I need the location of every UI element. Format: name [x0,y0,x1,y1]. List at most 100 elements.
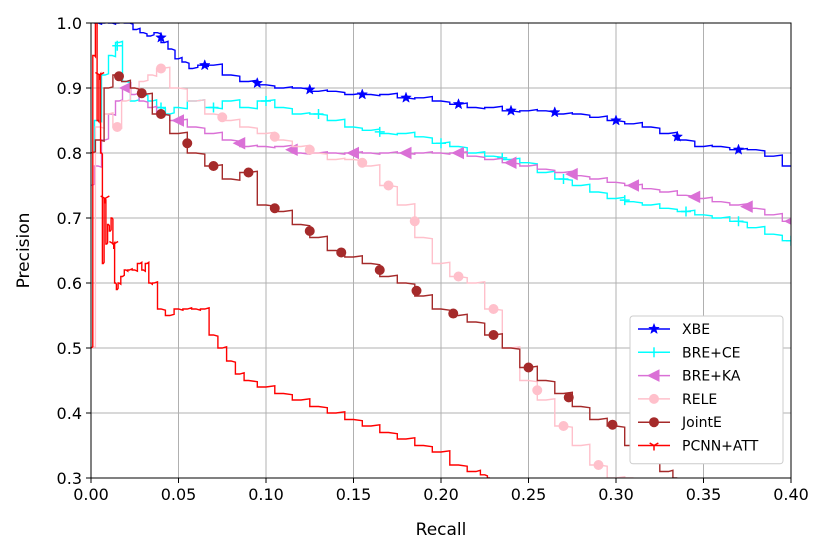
data-point-marker [336,247,347,258]
data-point-marker [243,167,254,178]
data-point-marker [488,330,499,340]
series-jointe [91,71,678,478]
legend-marker [649,347,659,358]
series-line [91,40,791,242]
data-point-marker [156,109,166,119]
legend-label: JointE [681,415,722,431]
data-point-marker [451,146,464,160]
data-point-marker [740,200,753,213]
legend-label: RELE [682,392,717,408]
data-point-marker [619,195,630,206]
data-point-marker [346,146,359,160]
legend-marker [649,417,659,428]
x-tick-label: 0.00 [73,485,109,504]
y-axis-title: Precision [14,213,34,289]
data-point-marker [563,392,574,403]
y-tick-label: 0.7 [57,209,82,228]
data-point-marker [733,216,744,227]
data-point-marker [95,71,105,80]
legend-entry: JointE [638,415,722,431]
y-tick-label: 0.9 [57,79,82,98]
series-pcnn-att [91,23,490,478]
data-point-marker [452,98,465,110]
data-point-marker [269,131,280,142]
data-point-marker [303,83,316,95]
data-point-marker [156,63,166,74]
data-point-marker [251,76,264,89]
data-point-marker [503,156,517,170]
data-point-marker [558,421,569,431]
legend-marker [649,442,659,451]
series-line [91,87,791,222]
legend-entry: RELE [638,392,717,408]
series-bre-ce [91,40,791,246]
data-point-marker [357,157,368,168]
data-point-marker [304,144,315,155]
data-point-marker [155,31,167,43]
y-tick-label: 0.8 [57,144,82,163]
data-point-marker [208,102,219,113]
data-point-marker [398,146,412,160]
x-tick-label: 0.30 [598,485,634,504]
data-point-marker [409,216,420,227]
legend-marker [648,322,660,335]
axis-ticks: 0.00 0.05 0.10 0.15 0.20 0.25 0.30 0.35 0.40 0.3 0… [57,14,809,504]
legend: XBE BRE+CE BRE+KA RELE JointE PCNN+ATT [629,315,784,465]
y-tick-label: 0.3 [57,469,82,488]
legend-entry: PCNN+ATT [638,439,759,455]
x-tick-label: 0.15 [336,485,372,504]
data-point-marker [356,88,369,100]
data-point-marker [523,362,534,373]
data-point-marker [732,143,745,155]
data-point-marker [374,265,385,275]
data-point-marker [374,126,385,137]
series-xbe [91,23,791,167]
data-point-marker [687,190,701,204]
legend-entry: BRE+KA [638,369,741,385]
x-tick-label: 0.05 [161,485,197,504]
data-point-marker [269,203,280,214]
series-line [91,66,634,478]
legend-marker [649,393,659,404]
data-point-marker [671,130,684,142]
data-point-marker [548,106,561,118]
series-lines [91,23,791,478]
y-tick-label: 0.6 [57,274,82,293]
data-point-marker [610,114,622,126]
x-tick-label: 0.20 [423,485,459,504]
data-point-marker [217,112,228,123]
data-point-marker [171,114,184,127]
legend-entry: XBE [638,322,710,338]
series-line [91,23,490,478]
x-tick-label: 0.25 [511,485,547,504]
data-point-marker [453,271,464,282]
data-point-marker [565,167,578,181]
y-tick-label: 0.5 [57,339,82,358]
data-point-marker [411,285,422,296]
series-bre-ka [91,81,791,225]
data-point-marker [208,161,219,171]
data-point-marker [304,226,315,236]
data-point-marker [261,96,271,106]
data-point-marker [488,304,499,314]
data-point-marker [109,240,119,249]
data-point-marker [112,40,123,51]
x-tick-label: 0.10 [248,485,284,504]
data-point-marker [400,91,412,103]
x-tick-label: 0.35 [686,485,722,504]
series-rele [91,63,634,478]
data-point-marker [313,109,324,119]
data-point-marker [436,138,446,149]
legend-entry: BRE+CE [638,345,741,361]
x-tick-label: 0.40 [773,485,809,504]
data-point-marker [626,179,639,192]
legend-label: PCNN+ATT [682,439,759,455]
x-axis-title: Recall [416,520,467,540]
data-point-marker [593,460,604,470]
data-point-marker [118,81,132,95]
data-point-marker [448,308,459,319]
legend-marker [646,369,660,382]
legend-label: BRE+CE [682,345,741,361]
data-point-marker [532,385,543,396]
